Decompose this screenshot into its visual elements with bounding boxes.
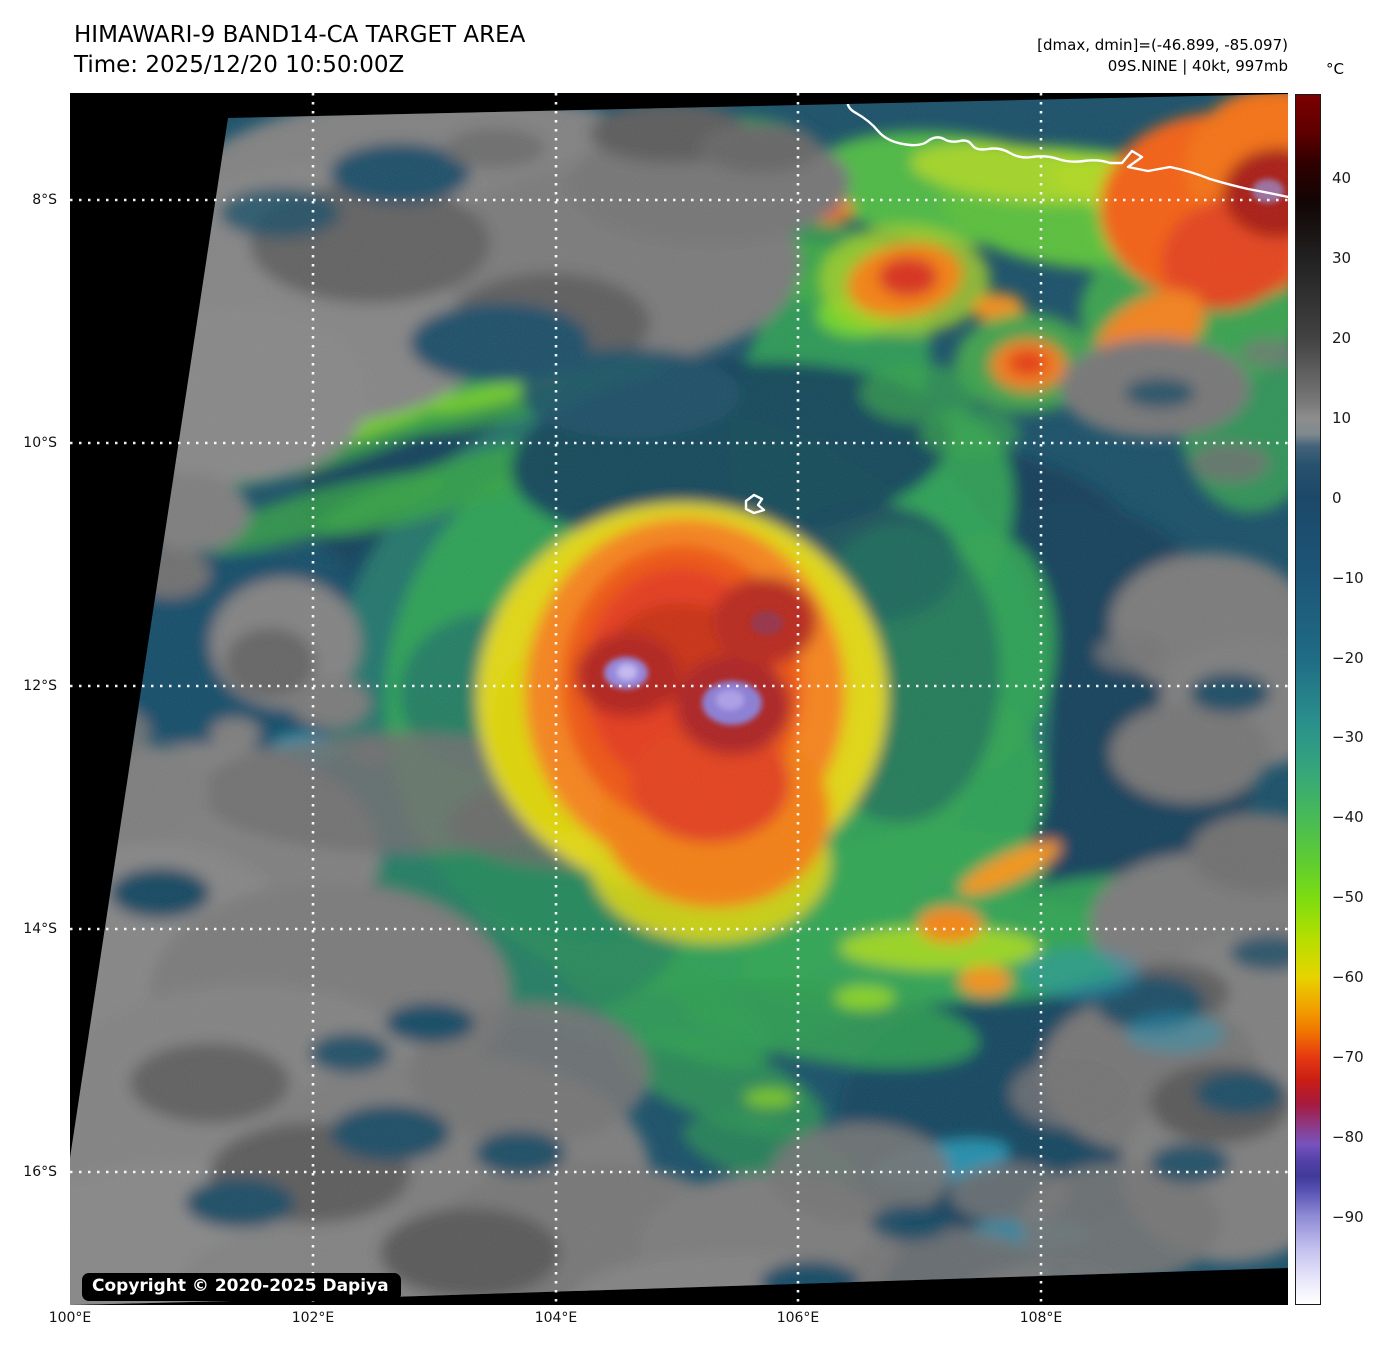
satellite-map: Copyright © 2020-2025 Dapiya (70, 93, 1288, 1305)
latitude-tick-label: 14°S (23, 921, 57, 937)
colorbar-gradient (1295, 94, 1321, 1305)
colorbar-tick-label: −10 (1332, 568, 1364, 587)
longitude-tick-label: 106°E (776, 1310, 820, 1326)
christmas-island-outline (744, 493, 766, 515)
colorbar-tick-label: −50 (1332, 888, 1364, 907)
colorbar-tick-label: −60 (1332, 968, 1364, 987)
figure-title: HIMAWARI-9 BAND14-CA TARGET AREA (74, 22, 526, 48)
longitude-tick-label: 102°E (291, 1310, 335, 1326)
longitude-tick-label: 100°E (48, 1310, 92, 1326)
longitude-tick-label: 108°E (1019, 1310, 1063, 1326)
colorbar-tick-label: −30 (1332, 728, 1364, 747)
figure-time: Time: 2025/12/20 10:50:00Z (74, 52, 405, 78)
dmax-dmin-readout: [dmax, dmin]=(-46.899, -85.097) (1037, 36, 1288, 54)
colorbar-tick-label: 0 (1332, 488, 1342, 507)
longitude-tick-label: 104°E (534, 1310, 578, 1326)
colorbar-tick-label: −80 (1332, 1128, 1364, 1147)
colorbar-tick-label: −40 (1332, 808, 1364, 827)
latitude-tick-label: 16°S (23, 1164, 57, 1180)
colorbar-tick-label: 40 (1332, 168, 1352, 187)
latitude-tick-label: 12°S (23, 678, 57, 694)
colorbar-tick-label: 30 (1332, 248, 1352, 267)
colorbar-tick-label: 10 (1332, 408, 1352, 427)
colorbar-tick-label: −70 (1332, 1048, 1364, 1067)
colorbar-ticks: 40 30 20 10 0 −10 −20 −30 −40 −50 −60 −70 −80 −90 (1332, 94, 1388, 1305)
colorbar-unit-label: °C (1326, 60, 1344, 78)
latitude-tick-label: 8°S (32, 192, 57, 208)
latlon-gridlines (70, 93, 1288, 1305)
sensor-noise-overlay (70, 94, 1288, 1305)
copyright-badge: Copyright © 2020-2025 Dapiya (82, 1273, 401, 1301)
java-coastline (846, 94, 1288, 199)
latitude-tick-label: 10°S (23, 435, 57, 451)
storm-info-readout: 09S.NINE | 40kt, 997mb (1107, 57, 1288, 75)
satellite-image (70, 93, 1288, 1305)
colorbar-tick-label: −20 (1332, 648, 1364, 667)
colorbar-tick-label: 20 (1332, 328, 1352, 347)
colorbar-tick-label: −90 (1332, 1208, 1364, 1227)
